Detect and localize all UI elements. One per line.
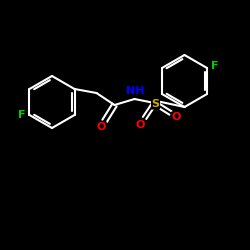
- Text: O: O: [136, 120, 145, 130]
- Text: F: F: [18, 110, 25, 120]
- Text: S: S: [152, 99, 160, 109]
- Text: F: F: [211, 61, 219, 71]
- Text: O: O: [172, 112, 181, 122]
- Text: O: O: [97, 122, 106, 132]
- Text: NH: NH: [126, 86, 145, 96]
